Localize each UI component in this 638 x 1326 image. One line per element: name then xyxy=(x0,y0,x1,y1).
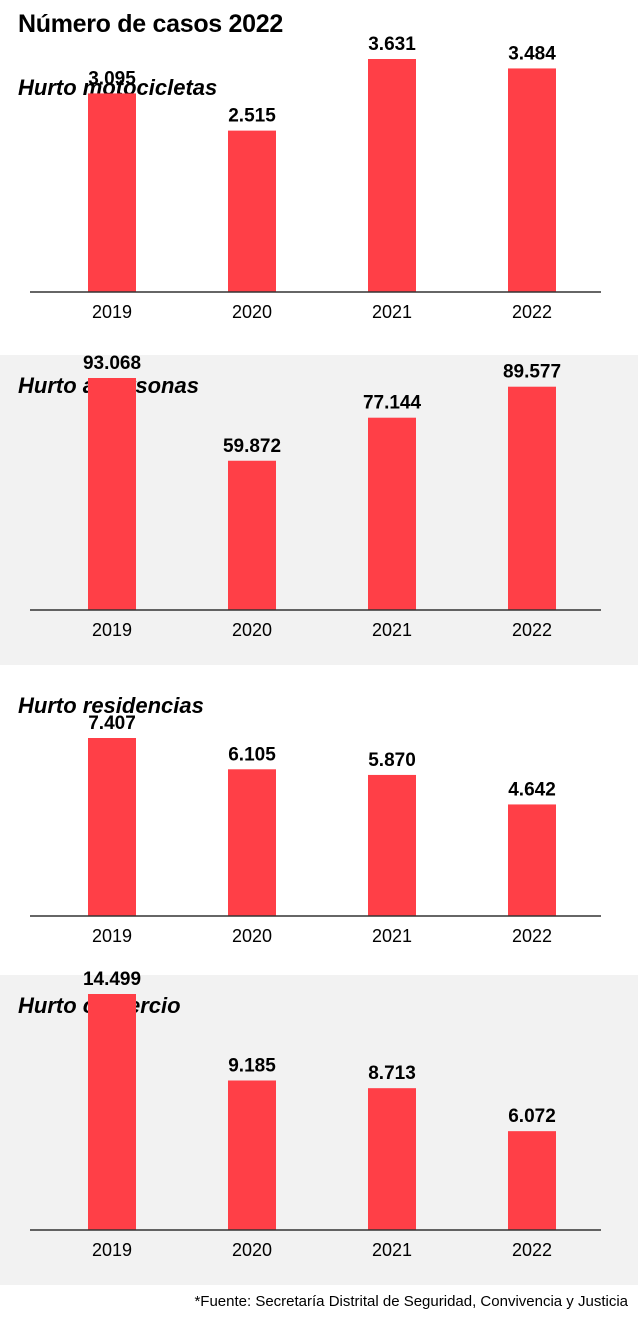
bar-2022 xyxy=(508,1131,556,1230)
value-label: 14.499 xyxy=(83,969,141,990)
bar-chart-svg: 3.095 2019 2.515 2020 3.631 2021 3.484 2022 xyxy=(30,34,601,322)
chart-panel-hurto-comercio: Hurto comercio 14.49920199.18520208.7132… xyxy=(0,969,638,1285)
bar-2021 xyxy=(368,1088,416,1230)
bar-2022 xyxy=(508,386,556,610)
value-label: 3.095 xyxy=(88,68,136,89)
bar-2020 xyxy=(228,460,276,610)
x-tick-label: 2021 xyxy=(372,620,412,640)
bar-2020 xyxy=(228,769,276,916)
value-label: 9.185 xyxy=(228,1055,276,1076)
bar-2019 xyxy=(88,738,136,916)
value-label: 7.407 xyxy=(88,713,136,734)
x-tick-label: 2022 xyxy=(512,926,552,946)
x-tick-label: 2021 xyxy=(372,1240,412,1260)
x-tick-label: 2020 xyxy=(232,1240,272,1260)
bar-2021 xyxy=(368,59,416,292)
x-tick-label: 2022 xyxy=(512,1240,552,1260)
value-label: 4.642 xyxy=(508,779,556,800)
page-title: Número de casos 2022 xyxy=(18,10,283,38)
chart-title: Hurto residencias xyxy=(18,693,204,718)
value-label: 5.870 xyxy=(368,750,416,771)
x-tick-label: 2022 xyxy=(512,302,552,322)
value-label: 3.484 xyxy=(508,43,556,64)
bar-2021 xyxy=(368,774,416,916)
value-label: 8.713 xyxy=(368,1063,416,1084)
value-label: 3.631 xyxy=(368,34,416,55)
source-note: *Fuente: Secretaría Distrital de Segurid… xyxy=(194,1293,628,1310)
x-tick-label: 2019 xyxy=(92,302,132,322)
x-tick-label: 2019 xyxy=(92,926,132,946)
chart-panel-hurto-motocicletas: Hurto motocicletas 3.095 2019 2.515 2020 3.6… xyxy=(0,0,638,355)
bar-2020 xyxy=(228,1080,276,1230)
value-label: 77.144 xyxy=(363,393,422,414)
value-label: 6.072 xyxy=(508,1106,556,1127)
bar-chart-svg: 14.499 2019 9.185 2020 8.713 2021 6.072 2022 xyxy=(30,969,601,1260)
bar-2019 xyxy=(88,994,136,1230)
value-label: 6.105 xyxy=(228,744,276,765)
chart-panel-hurto-residencias: Hurto residencias 7.407 2019 6.105 2020 5.87… xyxy=(0,665,638,975)
bar-2019 xyxy=(88,378,136,610)
x-tick-label: 2019 xyxy=(92,1240,132,1260)
value-label: 89.577 xyxy=(503,362,561,383)
x-tick-label: 2022 xyxy=(512,620,552,640)
x-tick-label: 2020 xyxy=(232,926,272,946)
value-label: 59.872 xyxy=(223,436,281,457)
bar-2020 xyxy=(228,130,276,292)
x-tick-label: 2021 xyxy=(372,926,412,946)
x-tick-label: 2021 xyxy=(372,302,412,322)
x-tick-label: 2020 xyxy=(232,620,272,640)
chart-panel-hurto-a-personas: Hurto a personas 93.068201959.872202077.… xyxy=(0,353,638,665)
x-tick-label: 2019 xyxy=(92,620,132,640)
bar-2021 xyxy=(368,417,416,610)
bar-2022 xyxy=(508,804,556,916)
value-label: 93.068 xyxy=(83,353,141,374)
x-tick-label: 2020 xyxy=(232,302,272,322)
value-label: 2.515 xyxy=(228,106,276,127)
bar-2019 xyxy=(88,93,136,293)
bar-chart-svg: 93.068 2019 59.872 2020 77.144 2021 89.577 2022 xyxy=(30,353,601,640)
bar-2022 xyxy=(508,68,556,292)
bar-chart-svg: 7.407 2019 6.105 2020 5.870 2021 4.642 2022 xyxy=(30,713,601,946)
